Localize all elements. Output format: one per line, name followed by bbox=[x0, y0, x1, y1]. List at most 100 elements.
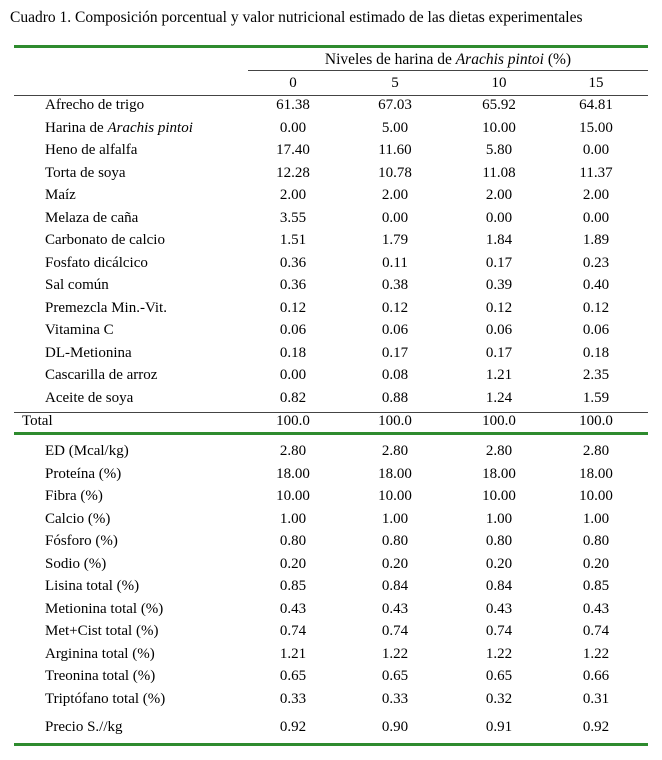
cell-value: 0.66 bbox=[582, 668, 610, 684]
cell-value: 0.17 bbox=[485, 344, 513, 361]
row-label: Aceite de soya bbox=[45, 389, 134, 406]
cell-value: 65.92 bbox=[482, 97, 516, 113]
cell-value: 0.12 bbox=[485, 299, 513, 316]
row-label: Arginina total (%) bbox=[45, 645, 155, 662]
cell-value: 1.79 bbox=[381, 232, 409, 248]
table-row: Sodio (%) 0.20 0.20 0.20 0.20 bbox=[0, 556, 662, 578]
levels-header: Niveles de harina de Arachis pintoi (%) bbox=[324, 51, 572, 68]
cell-value: 0.84 bbox=[381, 578, 409, 594]
cell-value: 100.0 bbox=[378, 413, 412, 429]
top-rule bbox=[14, 45, 648, 48]
cell-value: 18.00 bbox=[482, 465, 516, 482]
bottom-rule bbox=[14, 743, 648, 746]
cell-value: 0.40 bbox=[582, 277, 610, 293]
cell-value: 1.24 bbox=[485, 389, 513, 406]
cell-value: 0.11 bbox=[382, 254, 408, 271]
cell-value: 0.20 bbox=[582, 555, 610, 572]
row-label: Harina de Arachis pintoi bbox=[45, 119, 193, 136]
cell-value: 0.80 bbox=[485, 533, 513, 549]
cell-value: 2.35 bbox=[582, 367, 610, 383]
row-label: DL-Metionina bbox=[45, 344, 132, 361]
cell-value: 61.38 bbox=[276, 97, 310, 113]
row-label: Fibra (%) bbox=[45, 488, 103, 504]
table-row: Fósforo (%) 0.80 0.80 0.80 0.80 bbox=[0, 533, 662, 555]
cell-value: 0.65 bbox=[485, 668, 513, 684]
cell-value: 0.91 bbox=[485, 719, 513, 735]
row-label: Melaza de caña bbox=[45, 209, 139, 226]
cell-value: 1.59 bbox=[582, 389, 610, 406]
cell-value: 0.31 bbox=[582, 690, 610, 707]
cell-value: 0.00 bbox=[279, 367, 307, 383]
cell-value: 0.36 bbox=[279, 254, 307, 271]
cell-value: 0.92 bbox=[582, 719, 610, 735]
cell-value: 0.33 bbox=[279, 690, 307, 707]
cell-value: 0.85 bbox=[582, 578, 610, 594]
column-header-15: 15 bbox=[588, 75, 604, 91]
cell-value: 0.85 bbox=[279, 578, 307, 594]
cell-value: 0.17 bbox=[381, 344, 409, 361]
cell-value: 1.00 bbox=[485, 510, 513, 527]
total-rule bbox=[14, 412, 648, 413]
levels-header-rule bbox=[248, 70, 648, 71]
cell-value: 0.23 bbox=[582, 254, 610, 271]
cell-value: 0.74 bbox=[582, 623, 610, 639]
header-bottom-rule bbox=[14, 95, 648, 96]
cell-value: 15.00 bbox=[579, 119, 613, 136]
cell-value: 1.00 bbox=[582, 510, 610, 527]
cell-value: 2.00 bbox=[381, 187, 409, 203]
cell-value: 2.00 bbox=[279, 187, 307, 203]
row-label: Met+Cist total (%) bbox=[45, 623, 159, 639]
cell-value: 2.80 bbox=[582, 443, 610, 459]
cell-value: 0.08 bbox=[381, 367, 409, 383]
row-label: Lisina total (%) bbox=[45, 578, 140, 594]
cell-value: 18.00 bbox=[378, 465, 412, 482]
row-label: Triptófano total (%) bbox=[45, 690, 166, 707]
cell-value: 2.80 bbox=[381, 443, 409, 459]
cell-value: 0.80 bbox=[582, 533, 610, 549]
cell-value: 1.22 bbox=[381, 645, 409, 662]
cell-value: 0.00 bbox=[485, 209, 513, 226]
row-label: Precio S.//kg bbox=[45, 719, 123, 735]
cell-value: 10.78 bbox=[378, 164, 412, 181]
table-row: Harina de Arachis pintoi 0.00 5.00 10.00 15.… bbox=[0, 120, 662, 142]
cell-value: 0.65 bbox=[279, 668, 307, 684]
cell-value: 0.39 bbox=[485, 277, 513, 293]
cell-value: 1.21 bbox=[279, 645, 307, 662]
cell-value: 0.84 bbox=[485, 578, 513, 594]
cell-value: 0.33 bbox=[381, 690, 409, 707]
cell-value: 0.65 bbox=[381, 668, 409, 684]
cell-value: 1.84 bbox=[485, 232, 513, 248]
cell-value: 0.43 bbox=[485, 600, 513, 617]
table-row: Treonina total (%) 0.65 0.65 0.65 0.66 bbox=[0, 668, 662, 690]
table-row: Fibra (%) 10.00 10.00 10.00 10.00 bbox=[0, 488, 662, 510]
cell-value: 17.40 bbox=[276, 142, 310, 158]
cell-value: 0.12 bbox=[279, 299, 307, 316]
cell-value: 11.37 bbox=[579, 164, 613, 181]
table-row: Maíz 2.00 2.00 2.00 2.00 bbox=[0, 187, 662, 209]
table-row: Aceite de soya 0.82 0.88 1.24 1.59 bbox=[0, 390, 662, 412]
table-row: Vitamina C 0.06 0.06 0.06 0.06 bbox=[0, 322, 662, 344]
cell-value: 0.74 bbox=[485, 623, 513, 639]
table-row: Melaza de caña 3.55 0.00 0.00 0.00 bbox=[0, 210, 662, 232]
cell-value: 2.00 bbox=[582, 187, 610, 203]
row-label: Afrecho de trigo bbox=[45, 97, 145, 113]
cell-value: 0.00 bbox=[279, 119, 307, 136]
cell-value: 0.12 bbox=[582, 299, 610, 316]
row-label: Fosfato dicálcico bbox=[45, 254, 148, 271]
table-row: Cascarilla de arroz 0.00 0.08 1.21 2.35 bbox=[0, 367, 662, 389]
cell-value: 0.80 bbox=[279, 533, 307, 549]
cell-value: 0.18 bbox=[582, 344, 610, 361]
row-label: Treonina total (%) bbox=[45, 668, 156, 684]
cell-value: 5.80 bbox=[485, 142, 513, 158]
cell-value: 0.00 bbox=[582, 209, 610, 226]
cell-value: 2.00 bbox=[485, 187, 513, 203]
cell-value: 0.32 bbox=[485, 690, 513, 707]
cell-value: 18.00 bbox=[579, 465, 613, 482]
table-row: Carbonato de calcio 1.51 1.79 1.84 1.89 bbox=[0, 232, 662, 254]
table-row: Torta de soya 12.28 10.78 11.08 11.37 bbox=[0, 165, 662, 187]
table-row: DL-Metionina 0.18 0.17 0.17 0.18 bbox=[0, 345, 662, 367]
cell-value: 0.88 bbox=[381, 389, 409, 406]
table-row: Lisina total (%) 0.85 0.84 0.84 0.85 bbox=[0, 578, 662, 600]
column-header-5: 5 bbox=[391, 75, 399, 91]
cell-value: 0.00 bbox=[381, 209, 409, 226]
